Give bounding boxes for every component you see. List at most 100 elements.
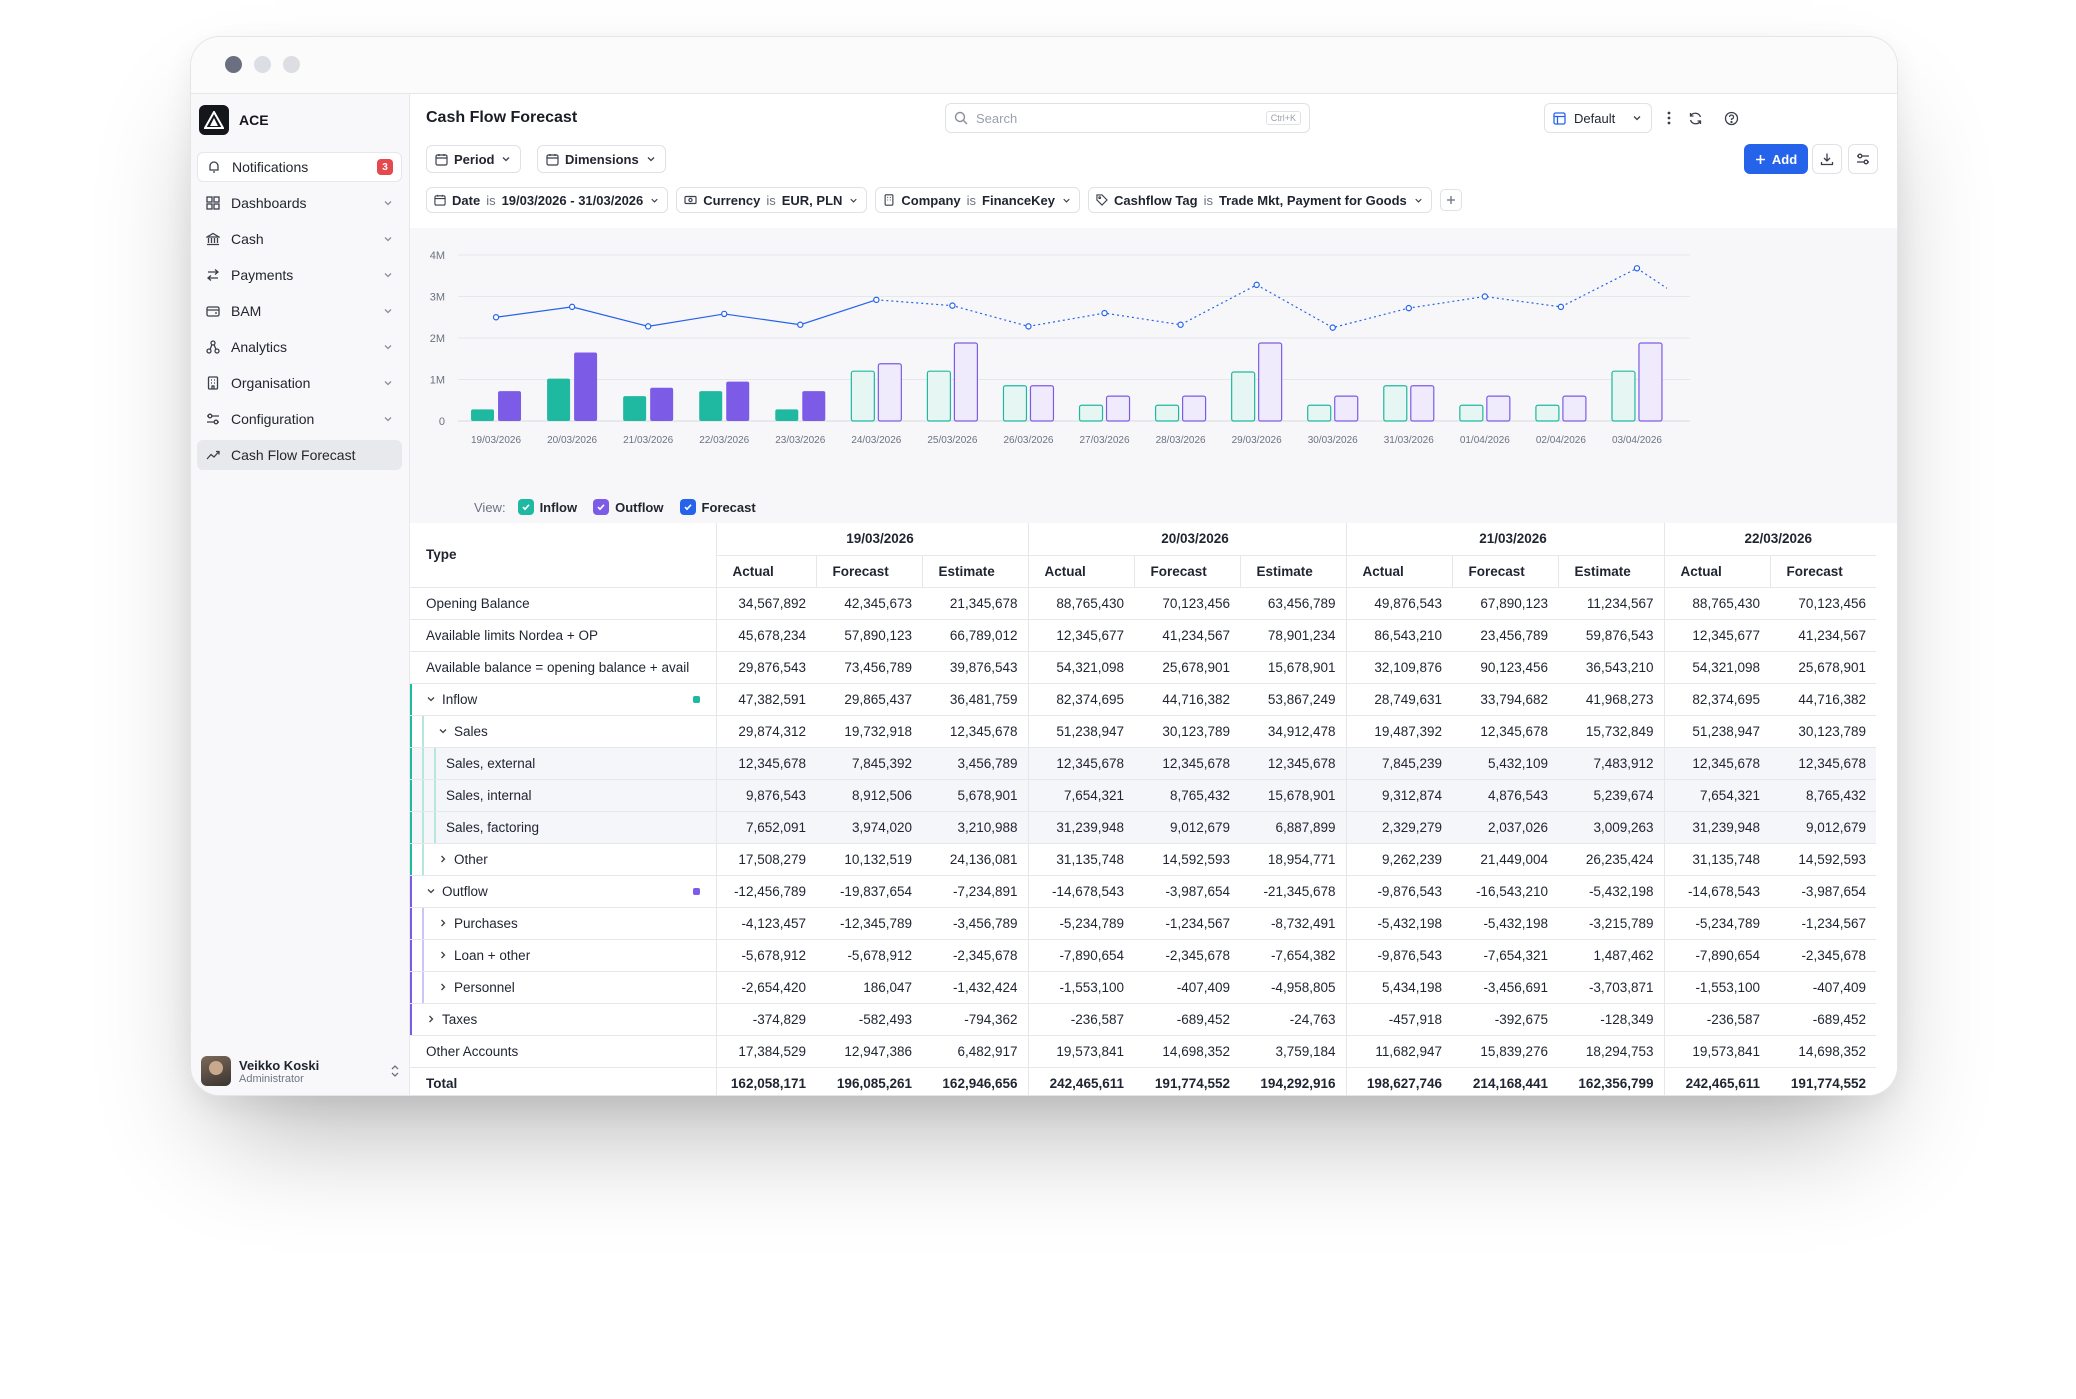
sidebar-item-cash[interactable]: Cash [197, 224, 402, 254]
add-button[interactable]: Add [1744, 144, 1808, 174]
value-cell: -1,234,567 [1770, 907, 1876, 940]
dimensions-button[interactable]: Dimensions [537, 145, 666, 173]
legend-item-inflow[interactable]: Inflow [517, 499, 577, 515]
value-cell: -19,837,654 [816, 875, 922, 908]
group-indicator [422, 715, 424, 746]
chevron-right-icon[interactable] [438, 854, 448, 867]
checkbox-checked-icon[interactable] [517, 499, 534, 515]
brand[interactable]: ACE [199, 104, 269, 136]
value-cell: 9,012,679 [1134, 811, 1240, 844]
add-filter-button[interactable] [1439, 189, 1462, 211]
value-cell: 63,456,789 [1240, 587, 1346, 620]
window-close-dot[interactable] [225, 56, 242, 73]
layout-icon [1553, 111, 1566, 125]
arrows-icon [205, 267, 221, 283]
table-row[interactable]: Sales 29,874,312 19,732,918 12,345,678 51,23… [410, 715, 1876, 748]
search-shortcut: Ctrl+K [1265, 111, 1301, 125]
value-cell: 3,974,020 [816, 811, 922, 844]
value-cell: 51,238,947 [1663, 715, 1770, 748]
chevron-down-icon[interactable] [438, 726, 448, 739]
sidebar-nav: Notifications 3 Dashboards Cash Payments [197, 152, 402, 476]
sidebar-item-configuration[interactable]: Configuration [197, 404, 402, 434]
row-label: Sales, external [446, 755, 536, 771]
filter-chip-company[interactable]: Company is FinanceKey [875, 187, 1081, 213]
view-select[interactable]: Default [1544, 103, 1652, 133]
value-cell: 2,329,279 [1345, 811, 1452, 844]
chevron-down-icon[interactable] [426, 886, 436, 899]
outflow-bar [802, 391, 826, 421]
refresh-button[interactable] [1682, 105, 1708, 131]
value-cell: 44,716,382 [1770, 683, 1876, 716]
sidebar-item-analytics[interactable]: Analytics [197, 332, 402, 362]
sidebar-item-label: Dashboards [231, 195, 307, 211]
window-minimize-dot[interactable] [254, 56, 271, 73]
sidebar-item-notifications[interactable]: Notifications 3 [197, 152, 402, 182]
value-cell: 3,759,184 [1240, 1035, 1346, 1068]
add-label: Add [1771, 151, 1798, 167]
outflow-bar [1181, 395, 1207, 422]
currency-icon [684, 195, 697, 205]
filter-chip-date[interactable]: Date is 19/03/2026 - 31/03/2026 [426, 187, 669, 213]
sidebar-item-cash-flow-forecast[interactable]: Cash Flow Forecast [197, 440, 402, 470]
row-label-cell: Inflow [410, 683, 716, 716]
filter-chip-currency[interactable]: Currency is EUR, PLN [676, 187, 868, 213]
table-row[interactable]: Inflow 47,382,591 29,865,437 36,481,759 82,3… [410, 683, 1876, 716]
group-indicator [422, 843, 424, 874]
row-label-cell: Available balance = opening balance + av… [410, 651, 716, 684]
table-row[interactable]: Outflow -12,456,789 -19,837,654 -7,234,891-… [410, 875, 1876, 908]
sidebar-item-organisation[interactable]: Organisation [197, 368, 402, 398]
sidebar-item-payments[interactable]: Payments [197, 260, 402, 290]
period-button[interactable]: Period [426, 145, 522, 173]
chevron-right-icon[interactable] [426, 1014, 436, 1027]
value-cell: 45,678,234 [715, 619, 816, 652]
settings-button[interactable] [1848, 144, 1878, 174]
inflow-bar [623, 396, 647, 421]
chevron-right-icon[interactable] [438, 950, 448, 963]
value-cell: -1,553,100 [1663, 971, 1770, 1004]
sidebar-item-label: Analytics [231, 339, 288, 355]
value-cell: 9,262,239 [1345, 843, 1452, 876]
filter-chip-cashflow-tag[interactable]: Cashflow Tag is Trade Mkt, Payment for G… [1088, 187, 1432, 213]
window-maximize-dot[interactable] [283, 56, 300, 73]
user-menu[interactable]: Veikko Koski Administrator [201, 1051, 401, 1091]
title-bar [191, 37, 1897, 94]
value-cell: 53,867,249 [1240, 683, 1346, 716]
row-label: Sales, factoring [446, 819, 540, 835]
help-button[interactable] [1718, 105, 1744, 131]
download-button[interactable] [1812, 144, 1842, 174]
chevron-down-icon[interactable] [426, 694, 436, 707]
legend-item-outflow[interactable]: Outflow [593, 499, 664, 515]
table-row[interactable]: Loan + other -5,678,912 -5,678,912 -2,345,6… [410, 939, 1876, 972]
sidebar-item-bam[interactable]: BAM [197, 296, 402, 326]
checkbox-checked-icon[interactable] [679, 499, 696, 515]
chevron-down-icon [384, 273, 392, 278]
date-header: 22/03/2026 [1663, 523, 1876, 556]
type-header: Type [410, 523, 716, 588]
value-cell: 14,698,352 [1770, 1035, 1876, 1068]
table-row[interactable]: Personnel -2,654,420 186,047 -1,432,424 -1,5… [410, 971, 1876, 1004]
forecast-line-actual [495, 299, 877, 327]
table-row[interactable]: Other 17,508,279 10,132,519 24,136,081 31,13… [410, 843, 1876, 876]
x-tick-label: 20/03/2026 [547, 435, 597, 446]
search-icon [954, 111, 968, 125]
row-label-cell: Available limits Nordea + OP [410, 619, 716, 652]
sidebar-item-label: Configuration [231, 411, 315, 427]
more-options-button[interactable] [1656, 105, 1682, 131]
table-row[interactable]: Purchases -4,123,457 -12,345,789 -3,456,789… [410, 907, 1876, 940]
checkbox-checked-icon[interactable] [593, 499, 610, 515]
value-cell: -2,345,678 [1770, 939, 1876, 972]
table-row: Other Accounts 17,384,529 12,947,386 6,482,… [410, 1035, 1876, 1068]
value-cell: -24,763 [1240, 1003, 1346, 1036]
sidebar-item-dashboards[interactable]: Dashboards [197, 188, 402, 218]
inflow-bar [699, 391, 723, 421]
search-input[interactable]: Search Ctrl+K [945, 103, 1310, 133]
chevron-right-icon[interactable] [438, 918, 448, 931]
table-row[interactable]: Taxes -374,829 -582,493 -794,362 -236,587 -68… [410, 1003, 1876, 1036]
forecast-point [1405, 304, 1412, 312]
value-cell: -7,890,654 [1027, 939, 1134, 972]
x-tick-label: 22/03/2026 [699, 435, 749, 446]
chevron-right-icon[interactable] [438, 982, 448, 995]
forecast-point [1633, 265, 1641, 272]
legend-item-forecast[interactable]: Forecast [679, 499, 756, 515]
value-cell: -689,452 [1770, 1003, 1876, 1036]
